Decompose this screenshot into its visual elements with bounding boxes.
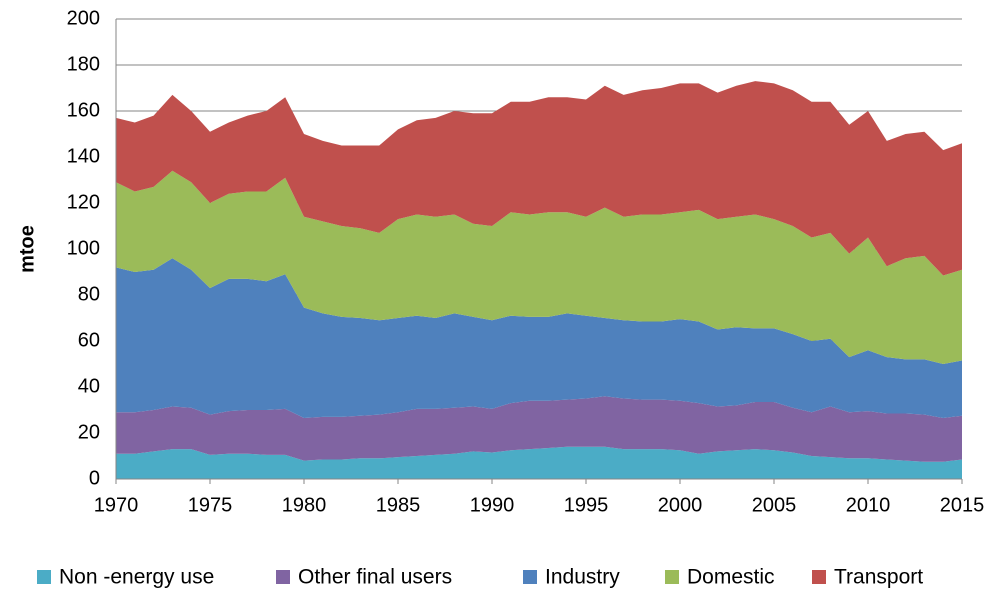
x-tick-label: 1970 <box>94 494 139 516</box>
legend-label: Other final users <box>298 566 452 589</box>
y-tick-label: 120 <box>67 191 100 213</box>
area <box>116 170 962 364</box>
legend-swatch <box>37 570 51 584</box>
legend-label: Industry <box>545 566 620 589</box>
y-tick-label: 0 <box>89 467 100 489</box>
y-tick-label: 80 <box>78 283 100 305</box>
x-tick-label: 2015 <box>940 494 985 516</box>
area <box>116 446 962 479</box>
x-tick-label: 1980 <box>282 494 327 516</box>
area <box>116 396 962 462</box>
area <box>116 258 962 419</box>
y-tick-label: 60 <box>78 329 100 351</box>
y-tick-label: 140 <box>67 145 100 167</box>
y-tick-label: 100 <box>67 237 100 259</box>
legend-swatch <box>665 570 679 584</box>
legend-label: Transport <box>834 566 923 589</box>
y-tick-label: 180 <box>67 53 100 75</box>
x-tick-label: 1995 <box>564 494 609 516</box>
x-tick-label: 1990 <box>470 494 515 516</box>
y-tick-label: 40 <box>78 375 100 397</box>
x-tick-label: 2010 <box>846 494 891 516</box>
legend-swatch <box>523 570 537 584</box>
y-axis-label: mtoe <box>16 225 38 273</box>
legend-swatch <box>812 570 826 584</box>
y-tick-label: 160 <box>67 99 100 121</box>
x-tick-label: 1975 <box>188 494 233 516</box>
x-tick-label: 2000 <box>658 494 703 516</box>
x-tick-label: 2005 <box>752 494 797 516</box>
legend-swatch <box>276 570 290 584</box>
y-tick-label: 200 <box>67 7 100 29</box>
area <box>116 81 962 276</box>
x-tick-label: 1985 <box>376 494 421 516</box>
legend-label: Domestic <box>687 566 775 589</box>
y-tick-label: 20 <box>78 421 100 443</box>
legend-label: Non -energy use <box>59 566 214 589</box>
